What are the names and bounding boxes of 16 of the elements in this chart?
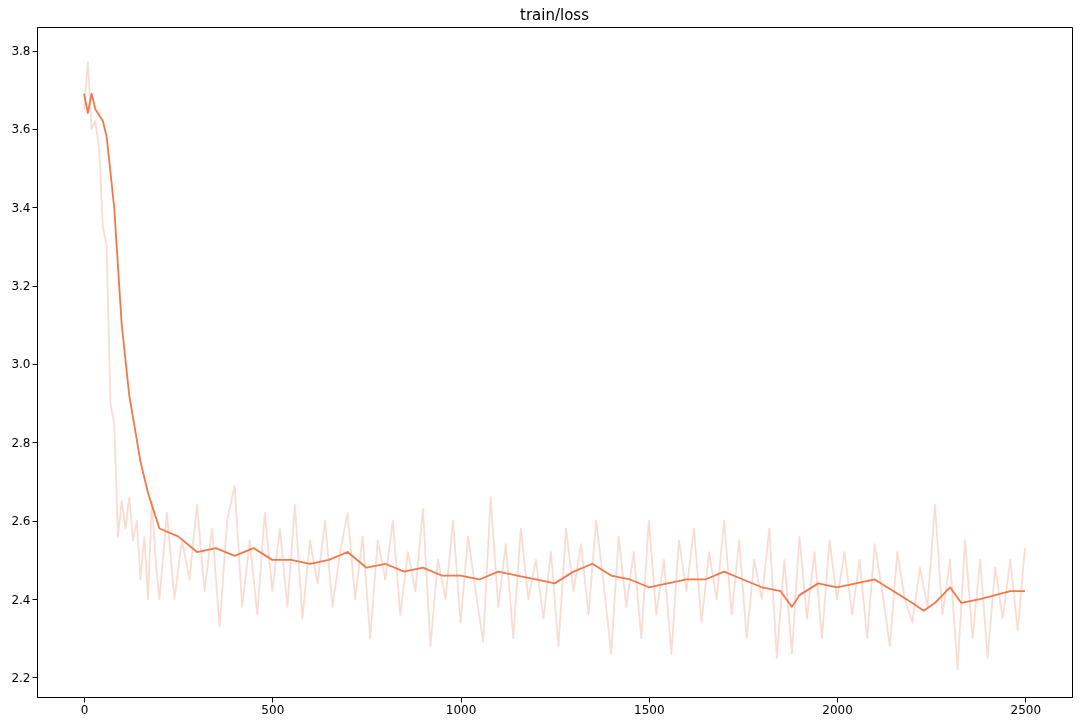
y-tick-label: 3.8 xyxy=(11,44,31,59)
y-tick-label: 2.6 xyxy=(11,514,31,529)
y-tick-label: 2.2 xyxy=(11,670,31,685)
y-tick-label: 2.8 xyxy=(11,435,31,450)
y-tick-label: 2.4 xyxy=(11,592,31,607)
x-tick-label: 2000 xyxy=(822,702,853,717)
x-tick-label: 2500 xyxy=(1010,702,1042,717)
y-tick-label: 3.2 xyxy=(11,279,31,294)
chart-title: train/loss xyxy=(520,6,590,24)
y-tick-label: 3.0 xyxy=(11,357,31,372)
x-tick-label: 0 xyxy=(80,702,89,717)
x-tick-label: 500 xyxy=(261,702,285,717)
x-tick-label: 1500 xyxy=(634,702,665,717)
y-tick-label: 3.4 xyxy=(11,200,31,215)
y-tick-label: 3.6 xyxy=(11,122,31,137)
x-tick-label: 1000 xyxy=(445,702,477,717)
